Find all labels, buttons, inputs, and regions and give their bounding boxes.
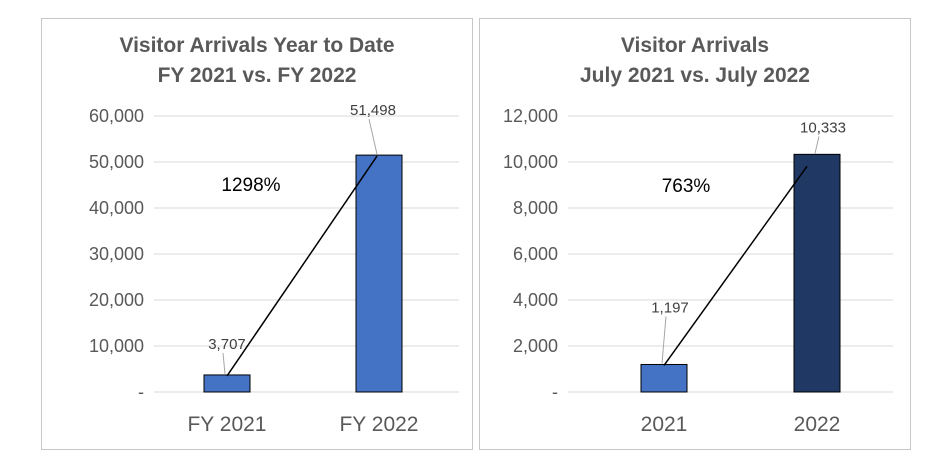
data-label-leader (814, 136, 820, 154)
y-tick-label: 30,000 (89, 244, 144, 264)
growth-connector-line (663, 165, 808, 366)
data-label: 1,197 (651, 299, 689, 316)
chart-subtitle: FY 2021 vs. FY 2022 (157, 64, 357, 87)
bar-2021 (640, 363, 688, 393)
bar-fy-2022 (355, 154, 403, 393)
data-label-leader (222, 352, 226, 374)
y-tick-label: 40,000 (89, 198, 144, 218)
growth-percent-label: 1298% (221, 175, 280, 196)
x-category-label: 2021 (641, 413, 688, 436)
chart-panel-july: Visitor Arrivals July 2021 vs. July 2022… (479, 18, 911, 450)
y-tick-label: 8,000 (513, 198, 558, 218)
y-tick-label: 6,000 (513, 244, 558, 264)
bar-2022 (793, 153, 841, 393)
data-label: 3,707 (208, 336, 246, 353)
x-category-label: 2022 (794, 413, 841, 436)
chart-title: Visitor Arrivals Year to Date (119, 34, 395, 57)
y-tick-label: 10,000 (503, 152, 558, 172)
data-label: 10,333 (800, 119, 846, 136)
data-label: 51,498 (350, 102, 396, 119)
bar-fy-2021 (203, 374, 251, 393)
y-tick-label: 10,000 (89, 336, 144, 356)
chart-panel-ytd: Visitor Arrivals Year to Date FY 2021 vs… (41, 18, 473, 450)
y-tick-label: 50,000 (89, 152, 144, 172)
y-tick-label: 2,000 (513, 336, 558, 356)
y-tick-label: 4,000 (513, 290, 558, 310)
chart-svg-ytd: - 10,000 20,000 30,000 40,000 50,000 60,000 FY … (89, 102, 459, 436)
chart-svg-july: - 2,000 4,000 6,000 8,000 10,000 12,000 2021 202… (503, 106, 893, 436)
y-tick-label: - (138, 382, 144, 402)
growth-percent-label: 763% (662, 176, 711, 197)
y-tick-label: 20,000 (89, 290, 144, 310)
y-tick-label: - (552, 382, 558, 402)
data-label-leader (368, 118, 378, 155)
growth-connector-line (226, 155, 378, 377)
data-label-leader (661, 316, 667, 364)
chart-subtitle: July 2021 vs. July 2022 (579, 64, 810, 87)
y-tick-label: 60,000 (89, 106, 144, 126)
x-category-label: FY 2021 (187, 413, 266, 436)
chart-title: Visitor Arrivals (620, 34, 770, 57)
x-category-label: FY 2022 (339, 413, 418, 436)
y-tick-label: 12,000 (503, 106, 558, 126)
